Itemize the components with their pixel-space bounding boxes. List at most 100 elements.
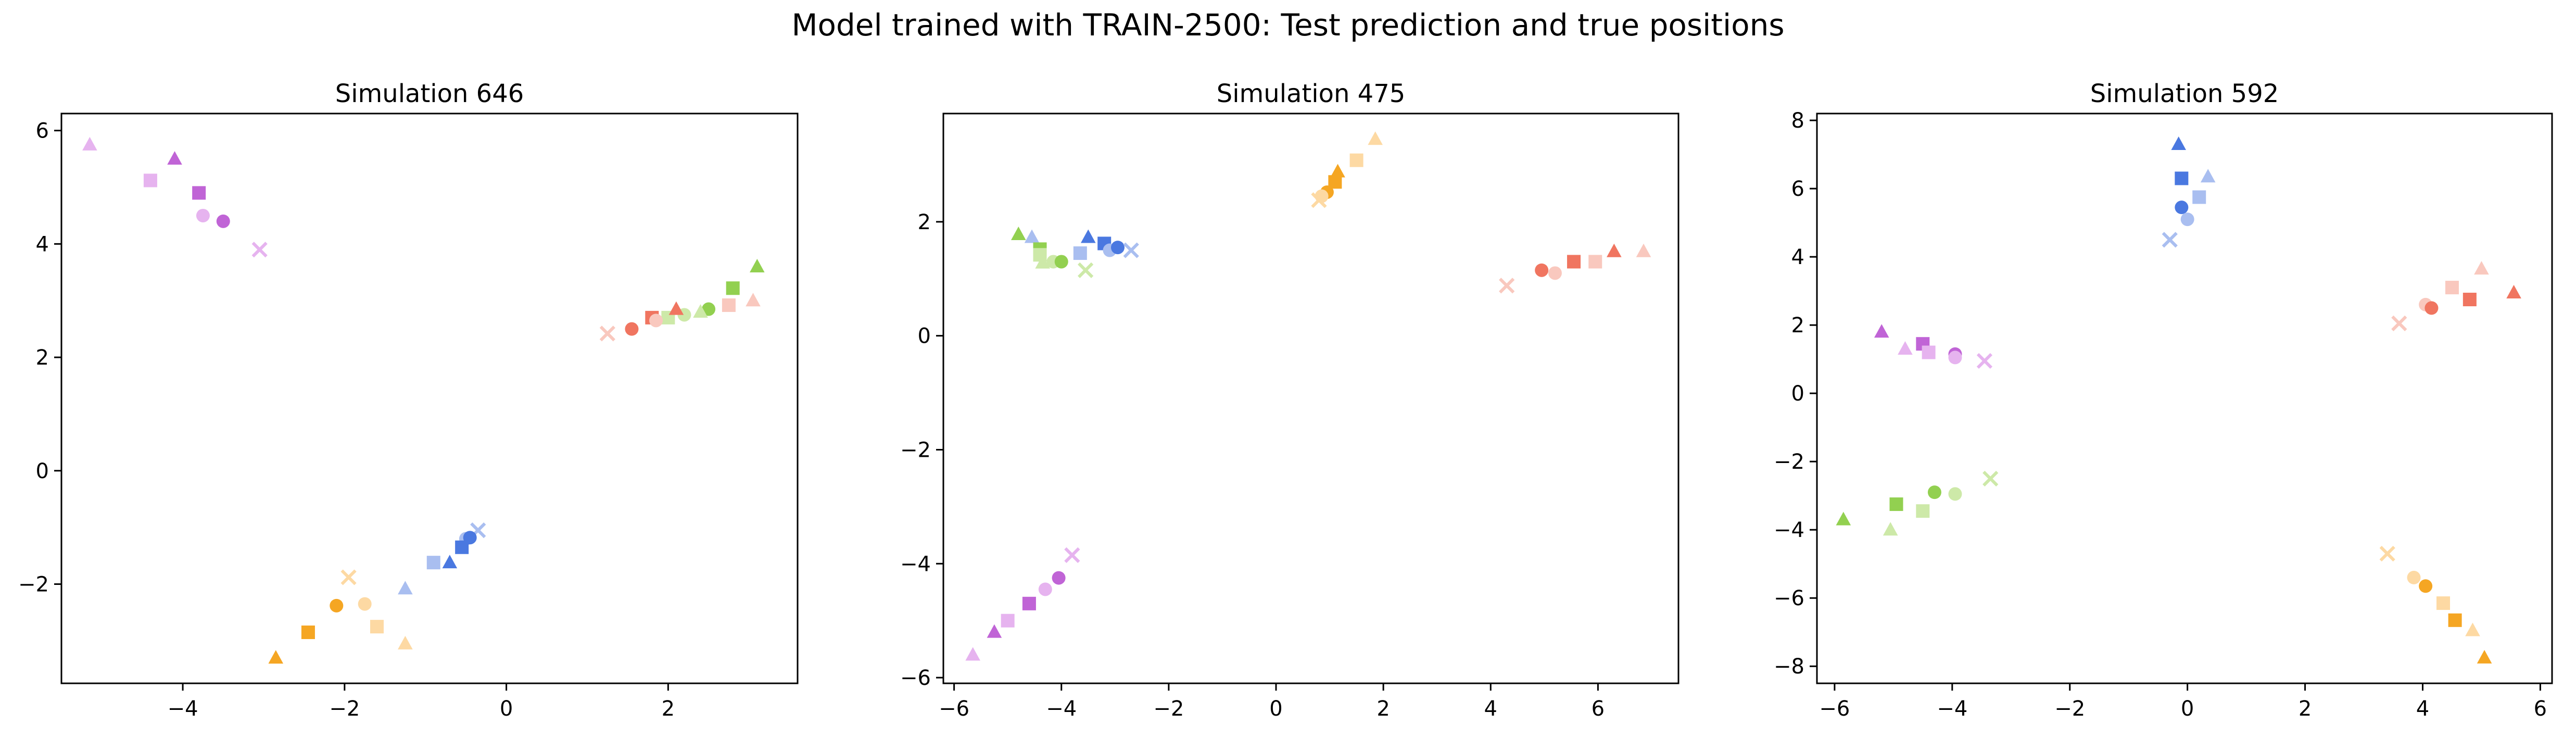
y-tick-label: 0 — [918, 324, 931, 348]
x-tick-label: −2 — [1153, 697, 1184, 721]
data-point-square — [1567, 255, 1581, 269]
data-point-triangle — [167, 151, 182, 165]
y-tick-label: −2 — [900, 438, 931, 462]
y-tick-label: 0 — [1791, 382, 1804, 406]
data-point-circle — [1110, 241, 1125, 255]
data-point-x — [340, 569, 357, 585]
data-point-triangle — [746, 293, 761, 307]
y-tick-label: −8 — [1774, 655, 1804, 679]
data-point-x — [2379, 545, 2395, 562]
data-point-circle — [649, 314, 663, 328]
subplot-simulation-475: Simulation 475 −6 −4 −2 0 2 4 6 −6 −4 −2 0 2 — [900, 79, 1680, 721]
x-tick-label: −2 — [329, 697, 360, 721]
x-tick-label: 0 — [2181, 697, 2194, 721]
y-tick-label: 6 — [1791, 177, 1804, 201]
y-tick-label: 6 — [36, 119, 49, 143]
data-point-triangle — [693, 304, 708, 318]
data-point-triangle — [1836, 511, 1851, 526]
x-tick-label: −4 — [1937, 697, 1967, 721]
data-point-triangle — [2506, 284, 2521, 298]
data-point-square — [1922, 345, 1936, 359]
y-tick-label: −4 — [1774, 518, 1804, 542]
data-point-triangle — [2465, 622, 2480, 636]
data-point-x — [1064, 547, 1080, 563]
data-point-triangle — [398, 581, 413, 595]
data-point-triangle — [1636, 243, 1651, 257]
data-point-triangle — [2171, 136, 2187, 151]
y-tick-label: −4 — [900, 552, 931, 576]
data-point-triangle — [268, 650, 284, 664]
data-point-triangle — [1368, 131, 1383, 145]
data-point-square — [455, 540, 469, 554]
subplot-title: Simulation 592 — [2090, 79, 2279, 108]
x-tick-label: −6 — [1819, 697, 1850, 721]
data-point-circle — [1548, 266, 1562, 280]
data-point-circle — [2419, 579, 2433, 593]
x-tick-label: 2 — [1377, 697, 1390, 721]
data-point-triangle — [1024, 229, 1040, 243]
data-point-circle — [358, 597, 372, 611]
data-point-triangle — [1035, 255, 1050, 269]
data-point-triangle — [1607, 243, 1622, 257]
x-tick-label: −4 — [168, 697, 198, 721]
data-point-triangle — [1080, 229, 1096, 243]
data-point-square — [143, 173, 157, 188]
data-point-square — [2448, 613, 2462, 627]
subplot-title: Simulation 475 — [1217, 79, 1406, 108]
data-point-square — [722, 298, 736, 312]
data-point-circle — [196, 208, 210, 222]
data-point-circle — [330, 598, 344, 612]
data-point-circle — [2425, 301, 2439, 315]
data-point-circle — [2407, 570, 2421, 584]
data-point-x — [1077, 262, 1094, 278]
y-tick-label: 0 — [36, 459, 49, 483]
data-point-square — [2445, 281, 2459, 295]
data-point-triangle — [987, 624, 1002, 638]
data-point-x — [1982, 470, 1999, 487]
data-point-circle — [1948, 487, 1962, 501]
data-point-square — [726, 281, 740, 295]
y-tick-label: 2 — [36, 346, 49, 370]
data-point-triangle — [2477, 649, 2492, 664]
data-point-circle — [1052, 571, 1066, 585]
data-point-square — [426, 556, 440, 570]
data-point-triangle — [1883, 522, 1898, 536]
x-tick-label: 2 — [662, 697, 675, 721]
data-point-square — [1001, 614, 1015, 628]
data-point-square — [1073, 246, 1087, 260]
data-point-square — [1889, 497, 1903, 511]
data-point-square — [192, 186, 206, 200]
data-point-x — [599, 326, 615, 342]
data-point-circle — [1054, 255, 1068, 269]
data-point-circle — [1535, 263, 1549, 277]
y-tick-label: 4 — [36, 232, 49, 256]
figure-title: Model trained with TRAIN-2500: Test pred… — [791, 7, 1785, 43]
data-point-square — [1349, 153, 1363, 167]
data-point-square — [1022, 596, 1036, 610]
data-point-triangle — [82, 136, 97, 151]
data-point-circle — [1948, 351, 1962, 365]
y-tick-label: 2 — [918, 210, 931, 234]
data-point-square — [370, 620, 384, 634]
x-tick-label: 0 — [500, 697, 513, 721]
data-point-x — [1311, 192, 1327, 208]
data-point-square — [2175, 171, 2189, 185]
data-point-x — [2391, 315, 2407, 332]
data-point-triangle — [965, 647, 980, 661]
x-tick-label: 6 — [1592, 697, 1605, 721]
data-point-square — [2192, 190, 2206, 204]
y-tick-label: 4 — [1791, 245, 1804, 269]
y-tick-label: 8 — [1791, 109, 1804, 133]
data-point-x — [2162, 232, 2178, 248]
x-tick-label: −2 — [2054, 697, 2085, 721]
x-tick-label: −6 — [939, 697, 969, 721]
y-tick-label: −2 — [18, 573, 49, 597]
data-point-square — [1916, 504, 1930, 518]
data-point-x — [251, 242, 268, 258]
data-point-circle — [702, 302, 716, 316]
data-point-square — [1588, 255, 1602, 269]
axes-frame — [60, 113, 799, 684]
data-point-triangle — [1011, 226, 1026, 240]
data-point-triangle — [750, 258, 765, 272]
